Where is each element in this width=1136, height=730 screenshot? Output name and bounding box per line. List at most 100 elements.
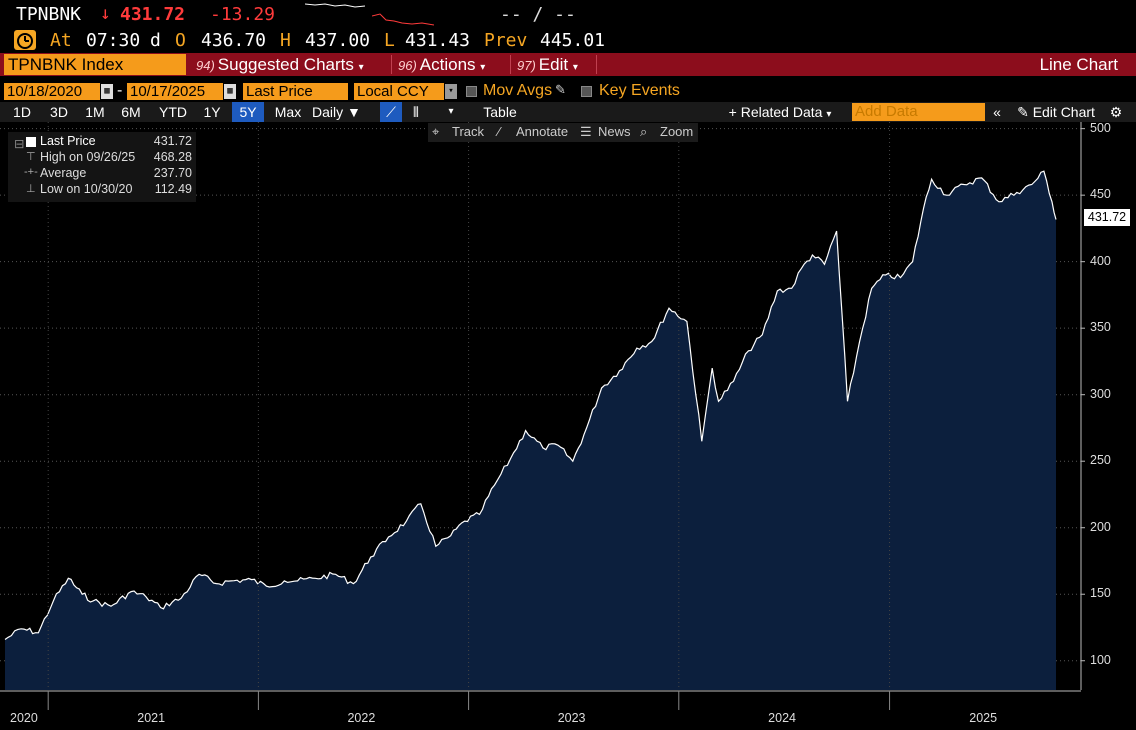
- legend-row-high: ⊤ High on 09/26/25 468.28: [8, 150, 196, 166]
- y-tick-label: 250: [1090, 453, 1111, 468]
- frequency-select[interactable]: Daily ▼: [312, 104, 361, 120]
- news-icon[interactable]: ☰: [580, 124, 592, 139]
- caret-down-icon: ▾: [358, 62, 364, 73]
- high-marker-icon: ⊤: [26, 151, 36, 163]
- legend-label: High on 09/26/25: [40, 150, 136, 164]
- x-year-label: 2025: [969, 711, 998, 725]
- start-date-input[interactable]: 10/18/2020: [4, 83, 100, 100]
- annotate-icon[interactable]: ⁄: [498, 124, 501, 139]
- y-tick-label: 400: [1090, 253, 1111, 268]
- related-data-button[interactable]: + Related Data ▾: [718, 102, 842, 122]
- legend-value: 237.70: [153, 166, 192, 180]
- calendar-icon[interactable]: ▦: [101, 84, 113, 99]
- last-price: 431.72: [120, 4, 186, 25]
- field-select[interactable]: Last Price: [243, 83, 348, 100]
- legend-swatch: [26, 137, 36, 147]
- legend-value: 431.72: [153, 134, 192, 148]
- edit-chart-label: Edit Chart: [1032, 104, 1095, 120]
- menu-label: Edit: [538, 55, 569, 74]
- quote-time: 07:30: [86, 30, 141, 51]
- legend-label: Average: [40, 166, 87, 180]
- menu-suggested-charts[interactable]: 94) Suggested Charts ▾: [196, 54, 364, 75]
- caret-down-icon: ▾: [826, 109, 832, 120]
- down-arrow-icon: ↓: [100, 3, 111, 24]
- collapse-icon[interactable]: «: [993, 104, 1001, 120]
- period-1y[interactable]: 1Y: [203, 104, 221, 120]
- gear-icon[interactable]: ⚙: [1109, 104, 1123, 120]
- frequency-label: Daily: [312, 104, 344, 120]
- d-label: d: [150, 30, 161, 51]
- mov-avgs-label: Mov Avgs: [483, 82, 553, 99]
- dropdown-icon[interactable]: ▾: [445, 84, 457, 99]
- x-year-label: 2020: [10, 711, 38, 725]
- x-ticks: [47, 122, 891, 710]
- low-label: L: [384, 30, 395, 51]
- prev-value: 445.01: [540, 30, 606, 51]
- x-year-label: 2024: [768, 711, 796, 725]
- key-events-checkbox[interactable]: [581, 86, 592, 97]
- menu-actions[interactable]: 96) Actions ▾: [398, 54, 485, 75]
- security-field[interactable]: TPNBNK Index: [4, 54, 186, 75]
- high-value: 437.00: [305, 30, 371, 51]
- period-1m[interactable]: 1M: [85, 104, 105, 120]
- caret-down-icon: ▾: [572, 62, 578, 73]
- separator: [391, 55, 392, 74]
- table-button[interactable]: Table: [483, 104, 517, 120]
- key-events-label: Key Events: [599, 82, 680, 99]
- period-ytd[interactable]: YTD: [159, 104, 187, 120]
- chart-toolbar: ⌖ Track ⁄ Annotate ☰ News ⌕ Zoom: [428, 123, 698, 142]
- pencil-icon[interactable]: ✎: [555, 82, 566, 97]
- menu-num: 97): [517, 58, 536, 73]
- period-6m[interactable]: 6M: [121, 104, 141, 120]
- legend-row-last: Last Price 431.72: [8, 134, 196, 150]
- legend-value: 468.28: [153, 150, 192, 164]
- y-tick-label: 200: [1090, 519, 1111, 534]
- period-3d[interactable]: 3D: [50, 104, 68, 120]
- legend-value: 112.49: [154, 182, 192, 196]
- chart-legend: Last Price 431.72 ⊤ High on 09/26/25 468…: [8, 132, 196, 202]
- bid-ask-placeholder: -- / --: [500, 4, 576, 25]
- add-data-input[interactable]: Add Data: [852, 103, 985, 121]
- sparkline-white: [305, 3, 365, 8]
- news-button[interactable]: News: [598, 124, 631, 139]
- chart-type-label[interactable]: Line Chart: [1039, 55, 1118, 74]
- edit-chart-button[interactable]: ✎ Edit Chart: [1010, 102, 1102, 122]
- related-data-label: + Related Data: [728, 104, 823, 120]
- high-label: H: [280, 30, 291, 51]
- clock-icon[interactable]: [14, 30, 36, 50]
- y-tick-label: 350: [1090, 320, 1111, 335]
- low-value: 431.43: [405, 30, 471, 51]
- bar-chart-icon[interactable]: ⫴: [413, 104, 419, 120]
- price-chart[interactable]: [0, 122, 1136, 730]
- end-date-input[interactable]: 10/17/2025: [127, 83, 223, 100]
- y-tick-label: 500: [1090, 120, 1111, 135]
- annotate-button[interactable]: Annotate: [516, 124, 569, 139]
- y-tick-label: 150: [1090, 586, 1111, 601]
- menu-num: 94): [196, 58, 215, 73]
- currency-select[interactable]: Local CCY: [354, 83, 444, 100]
- legend-row-average: -+- Average 237.70: [8, 166, 196, 182]
- track-button[interactable]: Track: [452, 124, 485, 139]
- calendar-icon[interactable]: ▦: [224, 84, 236, 99]
- period-5y[interactable]: 5Y: [232, 102, 264, 122]
- period-1d[interactable]: 1D: [13, 104, 31, 120]
- menu-label: Actions: [419, 55, 476, 74]
- price-line: [4, 170, 1057, 640]
- period-max[interactable]: Max: [274, 104, 302, 120]
- menu-edit[interactable]: 97) Edit ▾: [517, 54, 578, 75]
- caret-down-icon[interactable]: ▾: [448, 106, 454, 117]
- mov-avgs-checkbox[interactable]: [466, 86, 477, 97]
- last-price-marker: 431.72: [1084, 209, 1130, 226]
- line-chart-icon[interactable]: ⟋: [380, 102, 402, 122]
- prev-label: Prev: [484, 30, 528, 51]
- zoom-icon[interactable]: ⌕: [640, 124, 648, 139]
- caret-down-icon: ▾: [480, 62, 486, 73]
- separator: [510, 55, 511, 74]
- zoom-button[interactable]: Zoom: [660, 124, 694, 139]
- y-tick-label: 300: [1090, 386, 1111, 401]
- y-tick-label: 100: [1090, 652, 1111, 667]
- x-year-label: 2023: [557, 711, 586, 725]
- legend-tree-icon: ⊟: [14, 137, 25, 151]
- x-year-label: 2022: [347, 711, 376, 725]
- track-icon[interactable]: ⌖: [432, 124, 440, 139]
